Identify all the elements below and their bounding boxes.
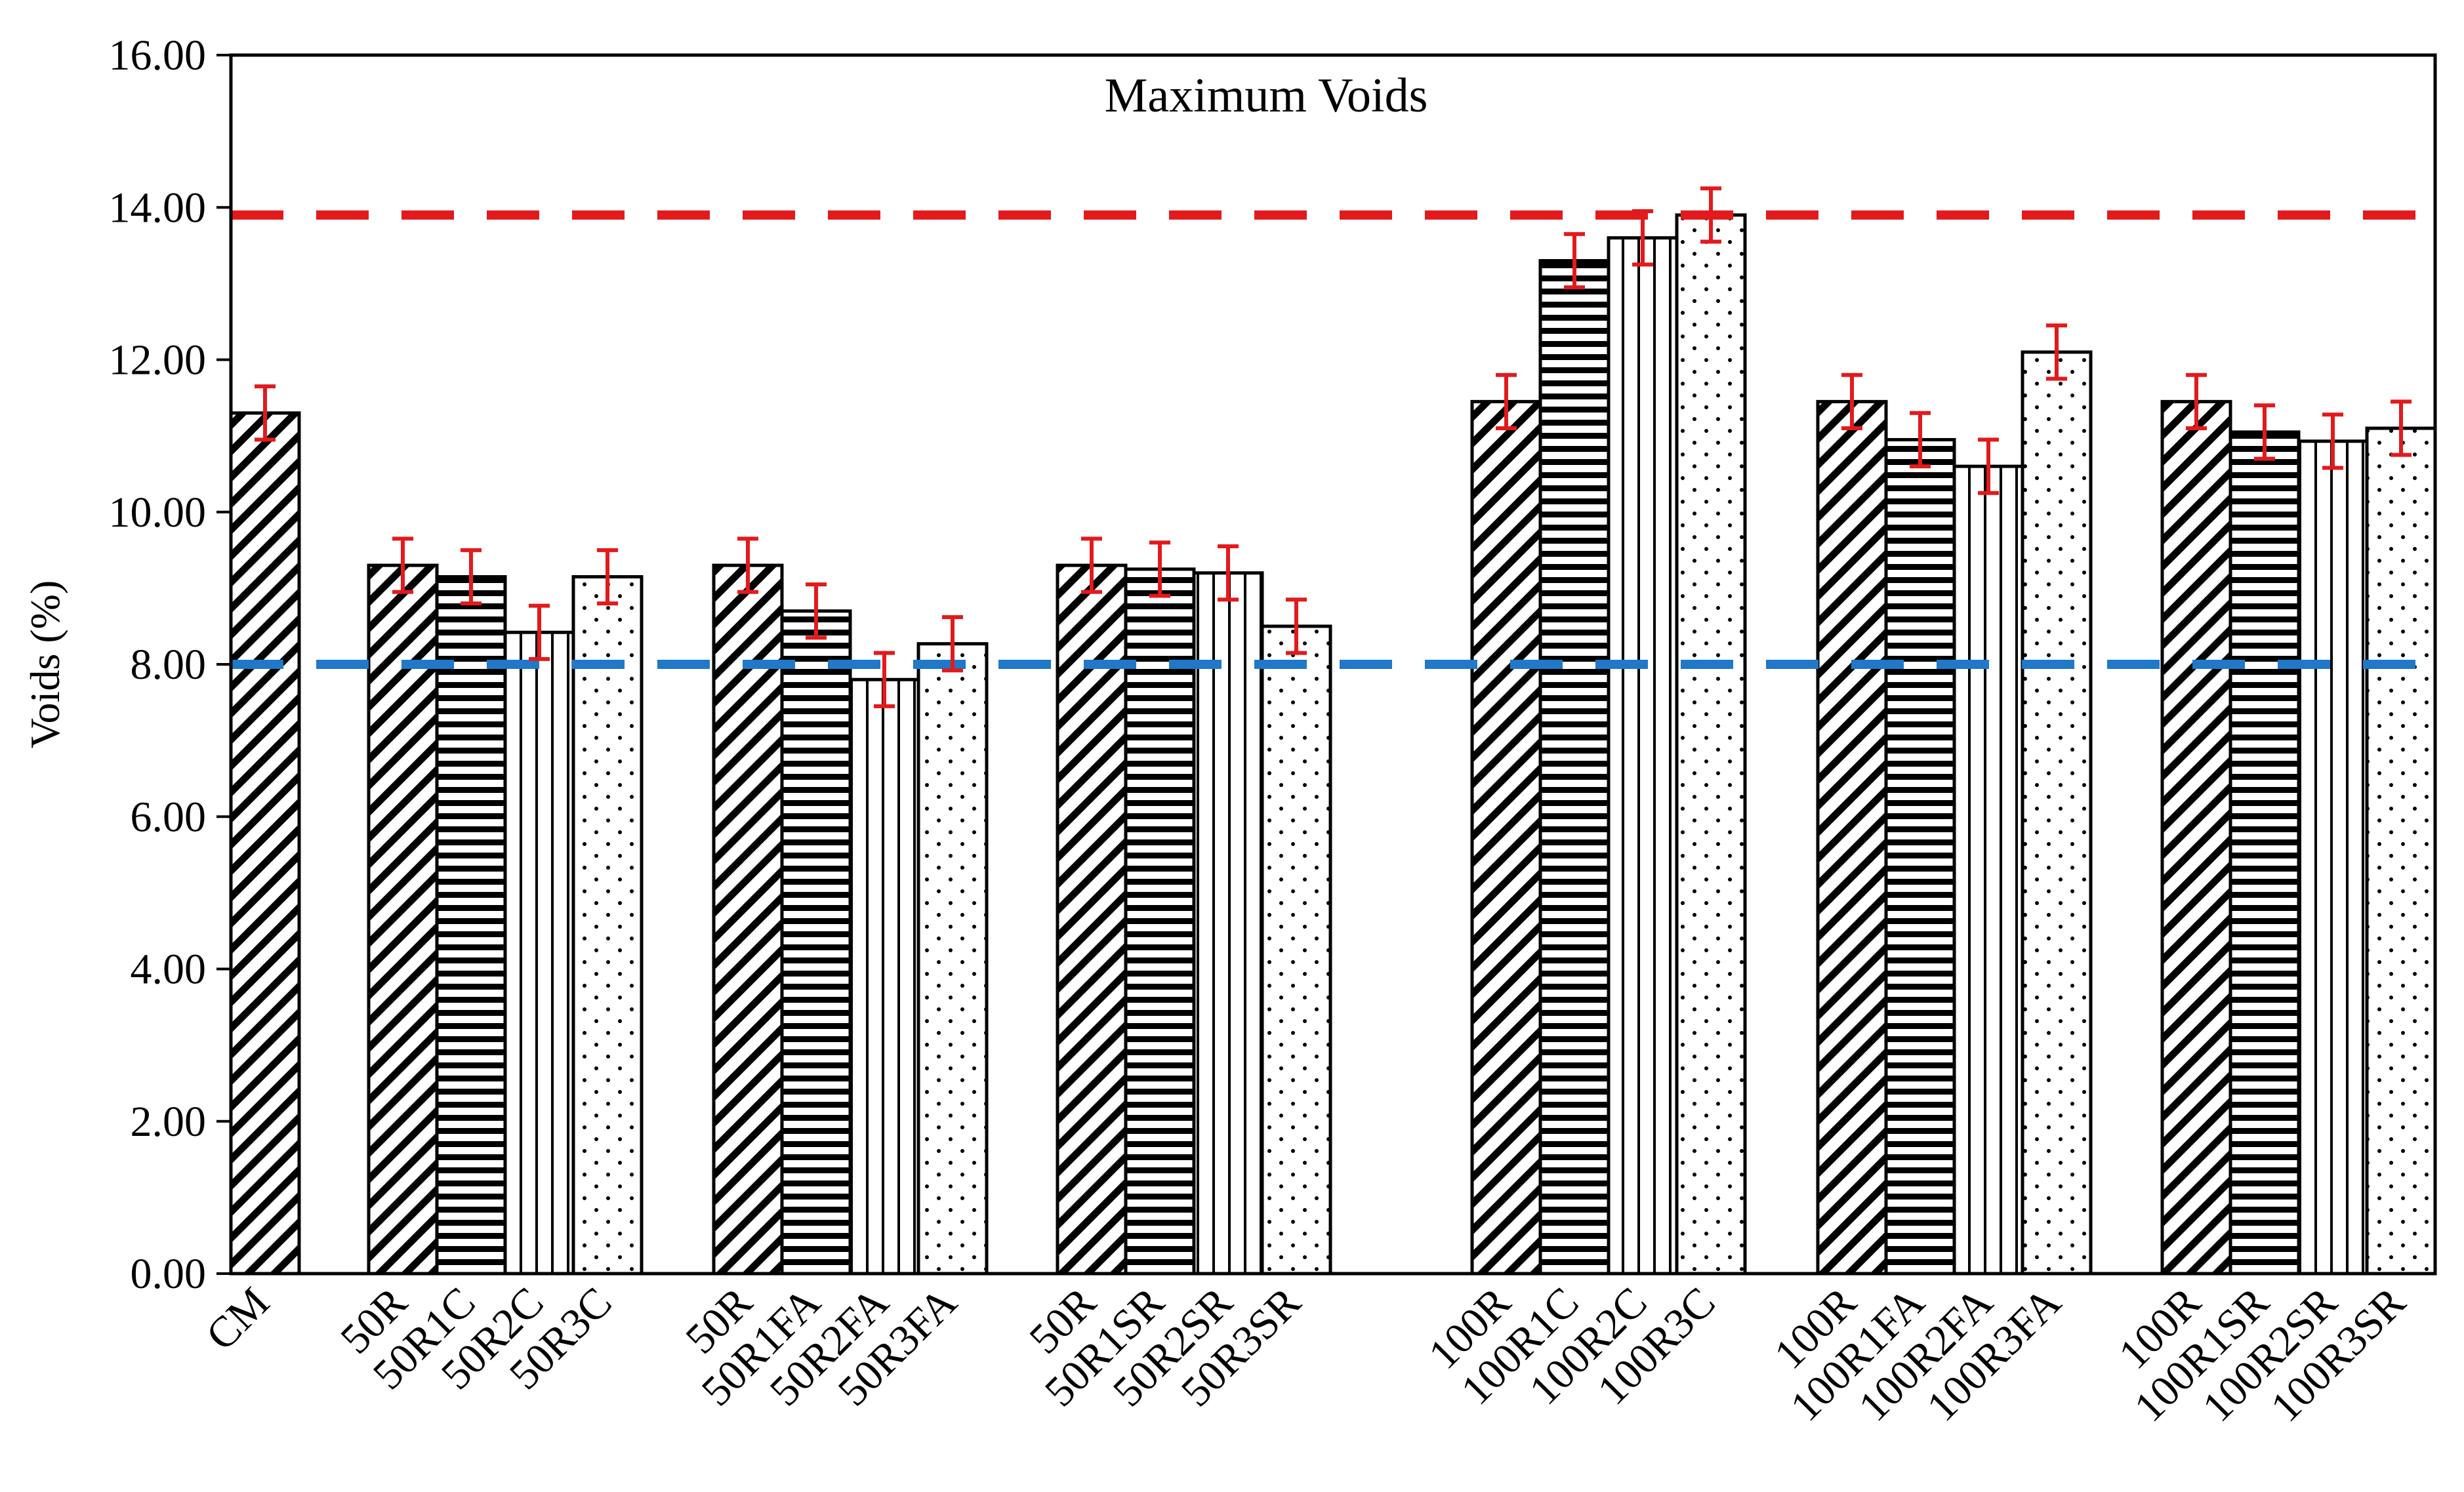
error-bar-50r — [392, 536, 413, 594]
y-tick-label: 2.00 — [131, 1098, 207, 1146]
error-bar-100r — [2186, 373, 2207, 431]
error-bar-50r1sr — [1149, 540, 1170, 598]
bar-50r — [712, 563, 784, 1276]
reference-lines — [231, 210, 2435, 669]
error-bar-100r1fa — [1910, 411, 1931, 469]
bar-100r3sr — [2365, 426, 2437, 1276]
bar-100r2sr — [2297, 439, 2369, 1276]
y-tick-label: 8.00 — [131, 641, 207, 689]
bar-50r3fa — [916, 642, 989, 1276]
bar-cm — [229, 411, 301, 1276]
bar-50r3sr — [1260, 624, 1332, 1276]
x-tick-label: CM — [197, 1278, 278, 1360]
bars-layer — [229, 213, 2437, 1276]
bar-100r — [2160, 399, 2232, 1276]
error-bar-50r — [737, 536, 758, 594]
bar-100r3c — [1675, 213, 1747, 1276]
error-bar-100r2fa — [1978, 437, 1999, 495]
error-bar-100r3fa — [2046, 323, 2067, 381]
error-bar-100r2sr — [2322, 413, 2343, 470]
chart-title: Maximum Voids — [1105, 69, 1428, 123]
bar-50r1fa — [780, 609, 852, 1276]
y-tick-label: 16.00 — [109, 31, 207, 79]
error-bar-100r — [1841, 373, 1862, 431]
y-tick-label: 0.00 — [131, 1250, 207, 1298]
y-tick-label: 6.00 — [131, 793, 207, 841]
bar-50r1c — [435, 575, 507, 1276]
error-bar-50r2fa — [874, 651, 895, 708]
y-tick-label: 10.00 — [109, 489, 207, 536]
y-tick-label: 14.00 — [109, 184, 207, 232]
bar-50r — [367, 563, 439, 1276]
bar-50r2sr — [1192, 571, 1264, 1276]
error-bar-100r — [1496, 373, 1517, 431]
error-bar-50r2c — [529, 603, 550, 661]
error-bar-50r2sr — [1218, 544, 1239, 602]
error-bar-100r1sr — [2254, 403, 2275, 461]
error-bar-100r3sr — [2391, 399, 2412, 457]
error-bar-50r1c — [461, 548, 482, 606]
bar-100r2c — [1607, 236, 1679, 1276]
bar-100r2fa — [1952, 464, 2024, 1276]
bar-100r1sr — [2228, 430, 2301, 1276]
bar-50r1sr — [1124, 567, 1196, 1276]
error-bar-100r1c — [1564, 232, 1585, 290]
error-bar-cm — [255, 384, 276, 442]
bar-50r2c — [503, 630, 575, 1276]
error-bar-50r3fa — [942, 615, 963, 673]
bar-100r — [1470, 399, 1542, 1276]
bar-100r3fa — [2021, 350, 2093, 1276]
y-tick-label: 4.00 — [131, 946, 207, 994]
error-bar-100r3c — [1700, 186, 1721, 244]
error-bar-50r3c — [597, 548, 618, 606]
error-bar-50r1fa — [806, 582, 827, 640]
bar-100r1fa — [1884, 437, 1956, 1276]
y-axis-title: Voids (%) — [22, 580, 68, 749]
bar-50r2fa — [848, 677, 920, 1276]
error-bar-100r2c — [1632, 209, 1653, 267]
y-axis: 0.00 2.00 4.00 6.00 8.00 10.00 12.00 14.00 16.00 — [109, 31, 231, 1298]
y-tick-label: 12.00 — [109, 336, 207, 384]
bar-50r — [1056, 563, 1128, 1276]
bar-50r3c — [571, 575, 644, 1276]
bar-100r — [1816, 399, 1888, 1276]
bar-100r1c — [1538, 259, 1611, 1276]
error-bar-50r — [1081, 536, 1102, 594]
error-bars — [255, 186, 2412, 708]
error-bar-50r3sr — [1286, 597, 1307, 655]
